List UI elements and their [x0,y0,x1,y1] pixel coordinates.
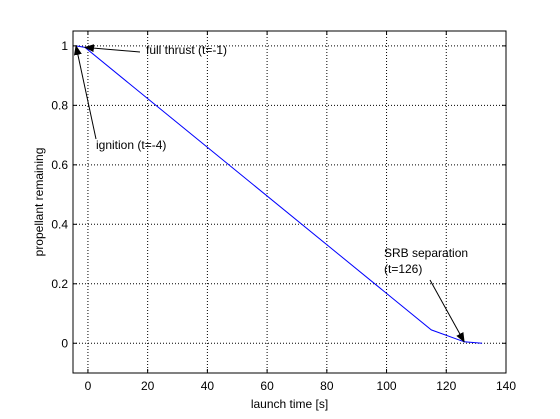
y-tick-label: 0.8 [51,98,68,112]
annotation: SRB separation (t=126) [384,246,468,343]
y-tick-label: 0 [61,336,68,350]
annotation-text: SRB separation [384,246,468,260]
annotation: ignition (t=-4) [73,44,166,152]
annotation-arrow [429,279,465,343]
propellant-line [75,45,483,344]
x-tick-labels: 0 20 40 60 80 100 120 140 [85,379,517,393]
x-tick-label: 20 [141,379,155,393]
plot-area [73,31,506,373]
y-tick-label: 1 [61,39,68,53]
annotation-text: full thrust (t=-1) [146,43,227,57]
x-tick-label: 140 [496,379,516,393]
annotation-text: ignition (t=-4) [96,138,166,152]
y-tick-labels: 0 0.2 0.4 0.6 0.8 1 [51,39,68,350]
plot-frame [72,30,507,374]
annotation-arrow [83,44,141,53]
annotation: full thrust (t=-1) [83,43,227,57]
y-tick-label: 0.2 [51,277,68,291]
annotations: full thrust (t=-1) ignition (t=-4) SRB sep… [73,43,468,343]
annotation-arrow [73,44,97,140]
annotation-text: (t=126) [384,262,422,276]
x-tick-label: 120 [436,379,456,393]
x-tick-label: 80 [320,379,334,393]
series-layer [75,45,483,344]
x-tick-label: 100 [377,379,397,393]
x-tick-label: 60 [260,379,274,393]
grid-lines [73,31,506,373]
y-tick-label: 0.4 [51,217,68,231]
y-axis-label: propellant remaining [32,148,46,257]
x-tick-label: 40 [201,379,215,393]
y-tick-label: 0.6 [51,158,68,172]
x-tick-label: 0 [85,379,92,393]
x-axis-label: launch time [s] [251,397,328,411]
